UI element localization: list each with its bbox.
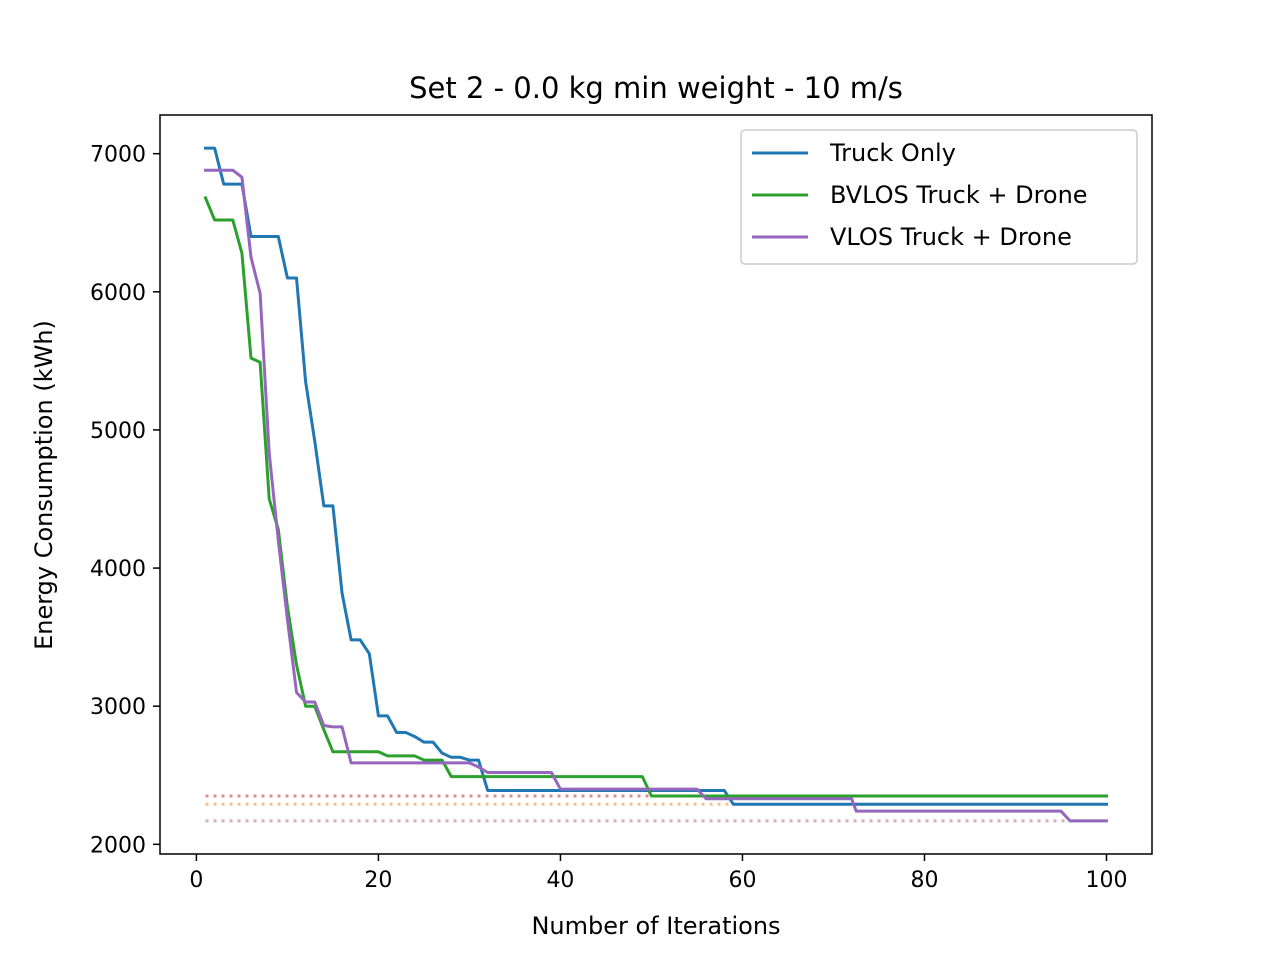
y-tick-label: 5000: [90, 419, 146, 444]
legend-label-2: BVLOS Truck + Drone: [830, 181, 1088, 209]
legend-box: [740, 129, 1138, 265]
x-tick-label: 60: [728, 868, 756, 893]
ticks-layer: 0 20 40 60 80 100 2000 3000 4000 5000 6000 7000: [90, 143, 1127, 893]
legend-label-3: VLOS Truck + Drone: [830, 223, 1072, 251]
y-axis-label: Energy Consumption (kWh): [30, 320, 58, 650]
x-tick-label: 0: [189, 868, 203, 893]
x-tick-label: 80: [910, 868, 938, 893]
legend: Truck Only BVLOS Truck + Drone VLOS Truck …: [740, 129, 1138, 265]
x-axis-label: Number of Iterations: [531, 912, 780, 940]
chart-title: Set 2 - 0.0 kg min weight - 10 m/s: [409, 71, 903, 105]
y-tick-label: 3000: [90, 695, 146, 720]
legend-label-1: Truck Only: [829, 139, 956, 167]
x-tick-label: 20: [364, 868, 392, 893]
x-tick-label: 40: [546, 868, 574, 893]
series-line-1: [204, 146, 1108, 806]
series-line-3: [204, 168, 1108, 823]
axes-frame: [159, 114, 1153, 855]
x-tick-label: 100: [1085, 868, 1127, 893]
y-tick-label: 6000: [90, 281, 146, 306]
series-line-2: [203, 195, 1108, 798]
y-tick-label: 4000: [90, 557, 146, 582]
y-tick-label: 7000: [90, 143, 146, 168]
y-tick-label: 2000: [90, 833, 146, 858]
plot-layer: [203, 146, 1108, 823]
